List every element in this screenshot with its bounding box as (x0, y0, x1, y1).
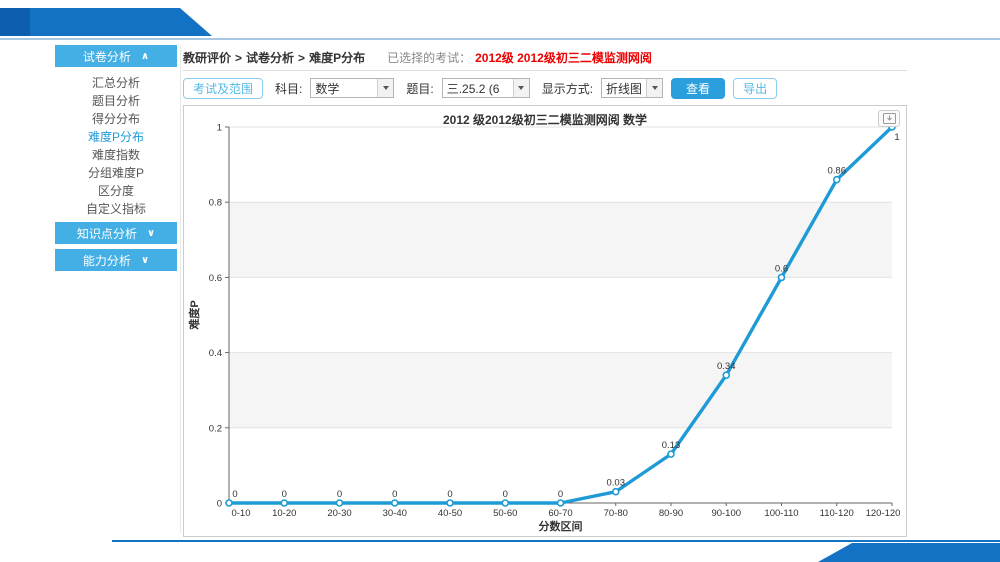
subject-select[interactable]: 数学 (310, 78, 395, 98)
sidebar-section-label: 知识点分析 (76, 226, 137, 241)
export-button[interactable]: 导出 (733, 77, 778, 99)
sidebar-section-label: 能力分析 (82, 253, 131, 268)
chevron-down-icon: ∨ (140, 254, 150, 266)
view-button[interactable]: 查看 (671, 77, 726, 99)
breadcrumb-separator: > (298, 50, 306, 65)
breadcrumb-separator: > (235, 50, 243, 65)
sidebar: 试卷分析 ∧ 汇总分析 题目分析 得分分布 难度P分布 难度指数 分组难度P 区… (55, 45, 177, 276)
svg-text:难度P: 难度P (187, 300, 201, 330)
bottom-divider-line (112, 540, 1000, 542)
svg-text:0: 0 (337, 489, 342, 500)
dropdown-arrow-icon (377, 79, 394, 97)
chart-title: 2012 级2012级初三二模监测网阅 数学 (442, 113, 648, 127)
svg-text:90-100: 90-100 (711, 508, 741, 519)
svg-text:1: 1 (894, 132, 899, 143)
sidebar-item-question-analysis[interactable]: 题目分析 (91, 94, 140, 108)
svg-text:40-50: 40-50 (438, 508, 462, 519)
display-mode-select-value: 折线图 (606, 81, 643, 96)
subject-select-value: 数学 (315, 81, 340, 96)
svg-text:0.6: 0.6 (209, 273, 222, 284)
sidebar-item-grouped-difficulty-p[interactable]: 分组难度P (87, 166, 144, 180)
svg-text:0-10: 0-10 (231, 508, 250, 519)
exam-range-button[interactable]: 考试及范围 (183, 77, 264, 99)
main-content: 教研评价 > 试卷分析 > 难度P分布 已选择的考试： 2012级 2012级初… (183, 45, 907, 537)
sidebar-section-knowledge-analysis[interactable]: 知识点分析 ∨ (55, 222, 177, 244)
sidebar-item-discrimination[interactable]: 区分度 (97, 184, 134, 198)
chevron-up-icon: ∧ (140, 50, 150, 62)
breadcrumb-item: 难度P分布 (309, 51, 366, 65)
svg-text:0.6: 0.6 (775, 263, 788, 274)
svg-text:0: 0 (232, 489, 237, 500)
chevron-down-icon: ∨ (146, 227, 156, 239)
svg-text:30-40: 30-40 (383, 508, 407, 519)
question-select[interactable]: 三.25.2 (6 (441, 78, 530, 98)
sidebar-item-difficulty-index[interactable]: 难度指数 (91, 148, 140, 162)
display-mode-label: 显示方式: (541, 81, 594, 96)
svg-text:0: 0 (503, 489, 508, 500)
top-banner-dark-segment (0, 8, 30, 36)
svg-text:0.86: 0.86 (828, 166, 847, 177)
svg-text:0: 0 (558, 489, 563, 500)
top-divider-line (0, 38, 1000, 40)
svg-text:0: 0 (447, 489, 452, 500)
sidebar-content-separator (180, 45, 181, 533)
sidebar-submenu: 汇总分析 题目分析 得分分布 难度P分布 难度指数 分组难度P 区分度 自定义指… (55, 72, 177, 222)
svg-text:20-30: 20-30 (327, 508, 351, 519)
selected-exam-name: 2012级 2012级初三二模监测网阅 (475, 51, 652, 65)
sidebar-section-ability-analysis[interactable]: 能力分析 ∨ (55, 249, 177, 271)
sidebar-item-difficulty-p-distribution[interactable]: 难度P分布 (87, 130, 144, 144)
breadcrumb: 教研评价 > 试卷分析 > 难度P分布 已选择的考试： 2012级 2012级初… (183, 45, 907, 71)
sidebar-item-score-distribution[interactable]: 得分分布 (91, 112, 140, 126)
top-banner-shape (0, 8, 212, 36)
svg-text:10-20: 10-20 (272, 508, 296, 519)
selected-exam-label: 已选择的考试： (387, 51, 472, 65)
chart-panel: 2012 级2012级初三二模监测网阅 数学 0 0.2 0.4 0.6 0.8 1 0-1… (183, 105, 907, 537)
svg-text:0: 0 (392, 489, 397, 500)
svg-text:0: 0 (217, 499, 222, 510)
display-mode-select[interactable]: 折线图 (601, 78, 664, 98)
svg-text:70-80: 70-80 (604, 508, 628, 519)
svg-text:0.8: 0.8 (209, 198, 222, 209)
svg-text:110-120: 110-120 (820, 508, 854, 519)
question-select-value: 三.25.2 (6 (446, 81, 500, 96)
svg-text:1: 1 (217, 123, 222, 134)
line-chart: 0 0.2 0.4 0.6 0.8 1 0-10 10-20 20-30 30-40 40-50 50… (187, 123, 901, 534)
sidebar-item-custom-indicator[interactable]: 自定义指标 (85, 202, 146, 216)
svg-text:80-90: 80-90 (659, 508, 683, 519)
svg-text:0.13: 0.13 (662, 440, 681, 451)
svg-text:100-110: 100-110 (764, 508, 798, 519)
sidebar-section-label: 试卷分析 (82, 49, 131, 64)
svg-text:50-60: 50-60 (493, 508, 517, 519)
svg-text:0.2: 0.2 (209, 423, 222, 434)
breadcrumb-item[interactable]: 教研评价 (183, 51, 232, 65)
sidebar-item-summary-analysis[interactable]: 汇总分析 (91, 76, 140, 90)
subject-label: 科目: (275, 81, 303, 96)
svg-text:120-120: 120-120 (866, 508, 901, 519)
filter-toolbar: 考试及范围 科目: 数学 题目: 三.25.2 (6 显示方式: 折线图 查看 … (183, 73, 907, 103)
svg-text:0.34: 0.34 (717, 361, 736, 372)
svg-text:0.4: 0.4 (209, 348, 222, 359)
dropdown-arrow-icon (512, 79, 529, 97)
save-image-icon[interactable] (878, 110, 900, 127)
svg-text:60-70: 60-70 (548, 508, 572, 519)
svg-text:分数区间: 分数区间 (539, 519, 583, 533)
bottom-banner-shape (818, 543, 1000, 562)
question-label: 题目: (406, 81, 434, 96)
dropdown-arrow-icon (646, 79, 663, 97)
svg-text:0.03: 0.03 (607, 478, 626, 489)
breadcrumb-item[interactable]: 试卷分析 (246, 51, 295, 65)
sidebar-section-exam-analysis[interactable]: 试卷分析 ∧ (55, 45, 177, 67)
svg-text:0: 0 (282, 489, 287, 500)
